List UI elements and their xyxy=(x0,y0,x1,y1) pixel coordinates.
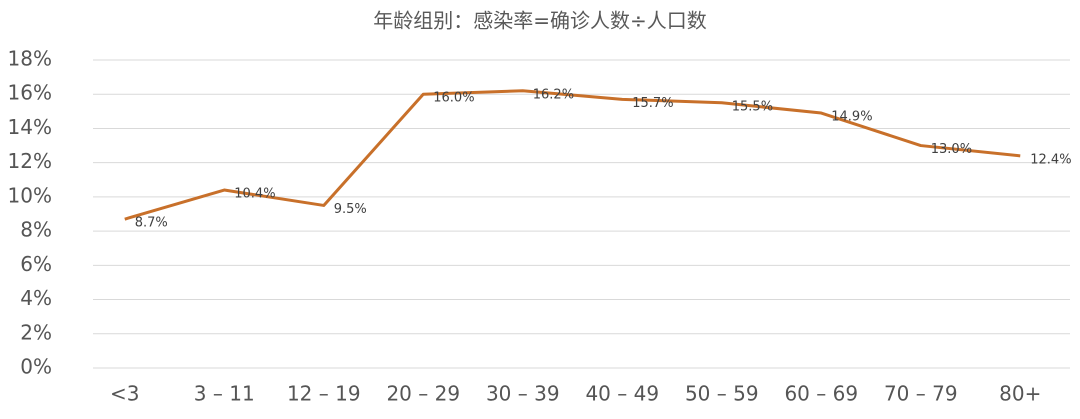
y-tick-label: 18% xyxy=(8,47,52,71)
data-label: 13.0% xyxy=(931,142,972,157)
y-tick-label: 16% xyxy=(8,81,52,105)
y-tick-label: 4% xyxy=(20,286,52,310)
y-tick-label: 6% xyxy=(20,252,52,276)
data-label: 10.4% xyxy=(234,187,275,202)
x-tick-label: 30 – 39 xyxy=(486,382,560,406)
data-label: 14.9% xyxy=(831,110,872,125)
y-tick-label: 10% xyxy=(8,183,52,207)
x-tick-label: 3 – 11 xyxy=(194,382,255,406)
data-label: 15.7% xyxy=(632,96,673,111)
x-tick-label: <3 xyxy=(110,382,139,406)
x-tick-label: 70 – 79 xyxy=(884,382,958,406)
y-tick-label: 0% xyxy=(20,355,52,379)
data-label: 8.7% xyxy=(135,216,168,231)
x-tick-label: 20 – 29 xyxy=(386,382,460,406)
x-tick-label: 60 – 69 xyxy=(784,382,858,406)
data-label: 16.0% xyxy=(433,91,474,106)
data-line xyxy=(124,89,1021,221)
y-tick-label: 14% xyxy=(8,115,52,139)
y-tick-label: 2% xyxy=(20,320,52,344)
data-label: 15.5% xyxy=(732,99,773,114)
data-label: 16.2% xyxy=(533,87,574,102)
x-tick-label: 40 – 49 xyxy=(585,382,659,406)
x-tick-label: 12 – 19 xyxy=(287,382,361,406)
chart-title: 年龄组别：感染率=确诊人数÷人口数 xyxy=(373,9,707,33)
y-tick-label: 12% xyxy=(8,149,52,173)
x-tick-label: 50 – 59 xyxy=(685,382,759,406)
data-label: 12.4% xyxy=(1030,152,1071,167)
data-label: 9.5% xyxy=(334,202,367,217)
y-tick-label: 8% xyxy=(20,218,52,242)
x-tick-label: 80+ xyxy=(999,382,1041,406)
